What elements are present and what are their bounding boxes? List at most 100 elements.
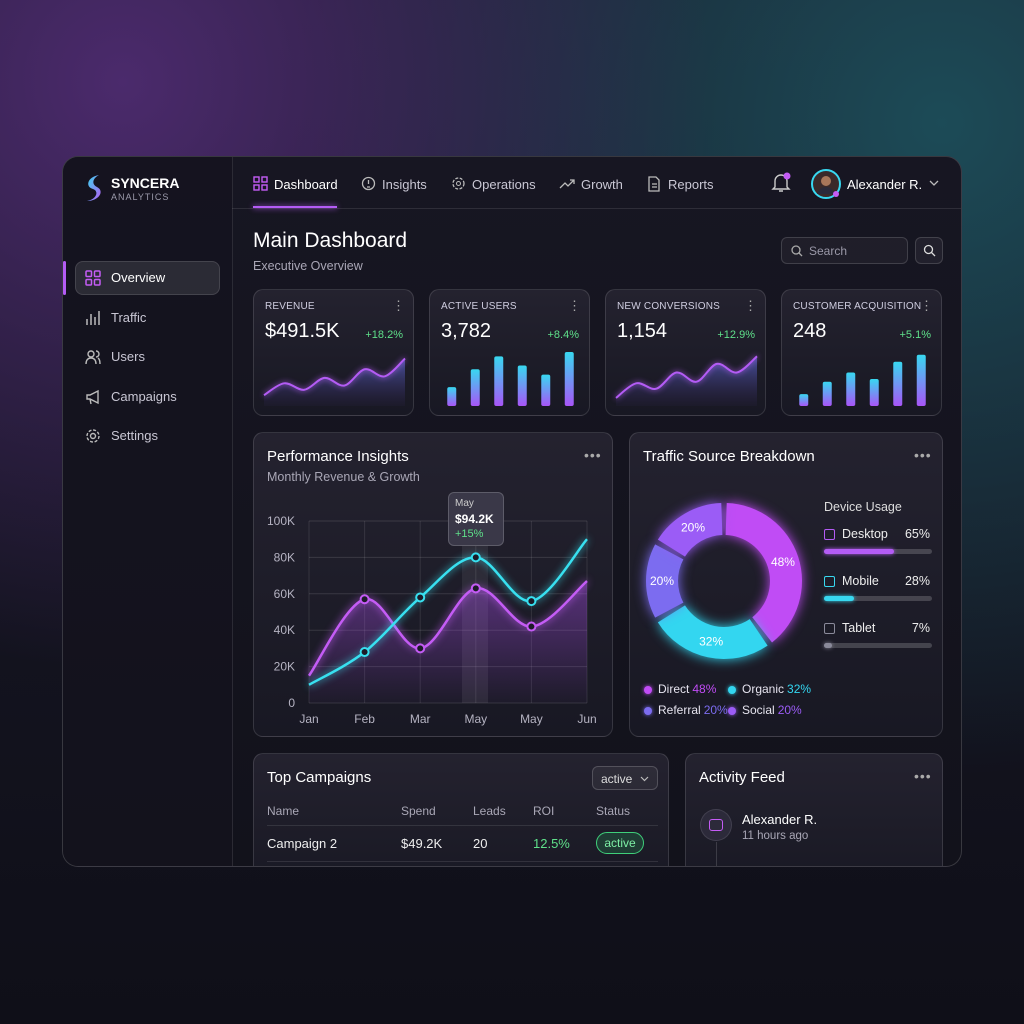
- sidebar-item[interactable]: Overview: [111, 270, 166, 285]
- card-title: Activity Feed: [699, 769, 785, 786]
- tooltip-change: +15%: [455, 528, 484, 540]
- legend-dot: [644, 686, 652, 694]
- kpi-menu[interactable]: ⋮: [744, 298, 757, 313]
- kpi-menu[interactable]: ⋮: [568, 298, 581, 313]
- kpi-value: 1,154: [617, 320, 668, 342]
- insights-icon: [361, 176, 376, 191]
- status-pill: active: [596, 832, 644, 854]
- legend-name: Social: [742, 703, 775, 717]
- feed-time: 11 hours ago: [742, 830, 809, 842]
- sidebar-item[interactable]: Users: [111, 349, 145, 364]
- device-name: Mobile: [842, 574, 879, 588]
- device-icon: [824, 529, 835, 540]
- active-marker: [63, 261, 66, 295]
- timeline: [716, 842, 717, 866]
- nav-item[interactable]: Reports: [668, 177, 714, 192]
- column-header: ROI: [533, 804, 555, 818]
- app-window: SYNCERA ANALYTICS Overview Traffic Users…: [62, 156, 962, 867]
- point: [415, 592, 426, 603]
- page-subtitle: Executive Overview: [253, 259, 363, 273]
- kpi-label: REVENUE: [265, 301, 315, 312]
- kpi-chart: [447, 352, 574, 406]
- sidebar-item[interactable]: Settings: [111, 428, 158, 443]
- kpi-change: +18.2%: [365, 329, 403, 341]
- traffic-icon: [86, 311, 100, 325]
- performance-card: 0 20K 40K 60K 80K 100K Jan Feb Mar May May Jun Perf…: [253, 432, 613, 737]
- legend-entry: Social 20%: [742, 703, 802, 717]
- tooltip-value: $94.2K: [455, 512, 494, 526]
- nav-item[interactable]: Growth: [581, 177, 623, 192]
- donut-label: 20%: [650, 574, 674, 588]
- operations-icon: [452, 177, 465, 190]
- point: [470, 583, 481, 594]
- legend-name: Direct: [658, 682, 690, 696]
- search-icon: [923, 244, 936, 257]
- donut-segment: [657, 503, 723, 557]
- x-tick-label: Jan: [299, 712, 318, 726]
- campaigns-card: Top Campaigns active Name Spend Leads ROI St…: [253, 753, 669, 866]
- point: [526, 596, 537, 607]
- kpi-chart: [263, 357, 406, 406]
- legend-name: Referral: [658, 703, 701, 717]
- user-name[interactable]: Alexander R.: [847, 177, 923, 192]
- overview-icon: [85, 270, 101, 286]
- search-placeholder: Search: [809, 244, 848, 258]
- logo-icon: [87, 175, 101, 201]
- kpi-card: NEW CONVERSIONS 1,154 +12.9% ⋮: [605, 289, 766, 416]
- filter-select[interactable]: active: [592, 766, 658, 790]
- sparkbar: [893, 361, 903, 406]
- sparkbar: [517, 365, 527, 406]
- nav-item[interactable]: Insights: [382, 177, 427, 192]
- sidebar-item[interactable]: Campaigns: [111, 389, 177, 404]
- kpi-value: 248: [793, 320, 827, 342]
- user-chevron[interactable]: [929, 180, 939, 188]
- point: [359, 594, 370, 605]
- point: [359, 647, 370, 658]
- device-icon: [824, 576, 835, 587]
- legend-value: 48%: [692, 682, 717, 696]
- sparkbar: [799, 394, 809, 406]
- brand-name: SYNCERA: [111, 175, 180, 191]
- card-menu[interactable]: •••: [914, 447, 932, 463]
- active-item-bg: [75, 261, 220, 295]
- legend-dot: [644, 707, 652, 715]
- nav-underline: [253, 206, 337, 208]
- y-tick-label: 80K: [274, 550, 295, 564]
- search-box[interactable]: Search: [781, 237, 908, 264]
- table-cell: 20: [473, 836, 488, 851]
- y-tick-label: 60K: [274, 587, 295, 601]
- search-icon: [791, 245, 803, 257]
- kpi-value: $491.5K: [265, 320, 340, 342]
- kpi-menu[interactable]: ⋮: [920, 298, 933, 313]
- legend-value: 32%: [787, 682, 812, 696]
- kpi-value: 3,782: [441, 320, 492, 342]
- card-menu[interactable]: •••: [914, 768, 932, 784]
- topbar-border: [232, 208, 961, 209]
- filter-chevron: [640, 776, 649, 782]
- card-menu[interactable]: •••: [584, 447, 602, 463]
- kpi-label: NEW CONVERSIONS: [617, 301, 721, 312]
- nav-item[interactable]: Dashboard: [274, 177, 338, 192]
- sparkbar: [541, 374, 551, 406]
- donut-segment: [646, 544, 684, 618]
- card-subtitle: Monthly Revenue & Growth: [267, 470, 420, 484]
- device-value: 65%: [904, 527, 930, 541]
- kpi-menu[interactable]: ⋮: [392, 298, 405, 313]
- donut-segment: [657, 605, 768, 659]
- search-button[interactable]: [915, 237, 943, 264]
- feed-name: Alexander R.: [742, 812, 818, 827]
- nav-item[interactable]: Operations: [472, 177, 536, 192]
- page-title: Main Dashboard: [253, 229, 408, 252]
- row-divider: [267, 861, 658, 862]
- feed-avatar: [700, 809, 732, 841]
- sparkbar: [564, 352, 574, 406]
- notifications[interactable]: [771, 172, 791, 194]
- column-header: Spend: [401, 804, 436, 818]
- sidebar-item[interactable]: Traffic: [111, 310, 147, 325]
- dashboard-icon: [253, 176, 268, 191]
- sparkbar: [846, 372, 856, 406]
- sparkline: [615, 355, 758, 399]
- traffic-card: 48% 32% 20% 20% Traffic Source Breakdown ••…: [629, 432, 943, 737]
- avatar[interactable]: [810, 168, 842, 200]
